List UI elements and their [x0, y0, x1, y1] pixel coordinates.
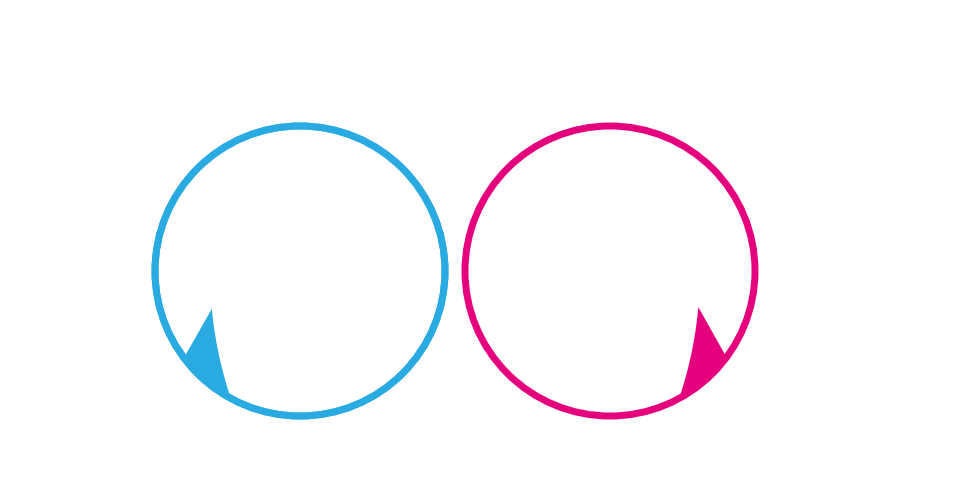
PathPatch shape — [210, 0, 960, 501]
Text: Casual: Casual — [720, 468, 793, 487]
Text: 50%: 50% — [645, 75, 705, 99]
Text: Adult population:: Adult population: — [470, 14, 770, 43]
Text: Grand Prairie, TX: Grand Prairie, TX — [18, 14, 369, 48]
Text: Singles: Singles — [18, 50, 166, 84]
Ellipse shape — [322, 211, 334, 227]
Ellipse shape — [266, 211, 278, 227]
Polygon shape — [145, 249, 455, 426]
Text: Women:: Women: — [540, 75, 655, 99]
Text: Flirt: Flirt — [806, 468, 852, 487]
Circle shape — [155, 127, 445, 416]
Ellipse shape — [274, 191, 326, 247]
Polygon shape — [596, 239, 624, 264]
Polygon shape — [455, 239, 765, 426]
Polygon shape — [291, 247, 309, 259]
PathPatch shape — [0, 0, 700, 501]
Text: 191104: 191104 — [728, 14, 855, 43]
Polygon shape — [602, 236, 618, 249]
Polygon shape — [560, 162, 660, 257]
Text: Men:: Men: — [245, 75, 315, 99]
Text: 49%: 49% — [307, 75, 367, 99]
Circle shape — [465, 127, 755, 416]
Text: -: - — [796, 468, 804, 487]
Polygon shape — [285, 249, 315, 282]
Ellipse shape — [592, 195, 628, 237]
Polygon shape — [290, 258, 310, 297]
